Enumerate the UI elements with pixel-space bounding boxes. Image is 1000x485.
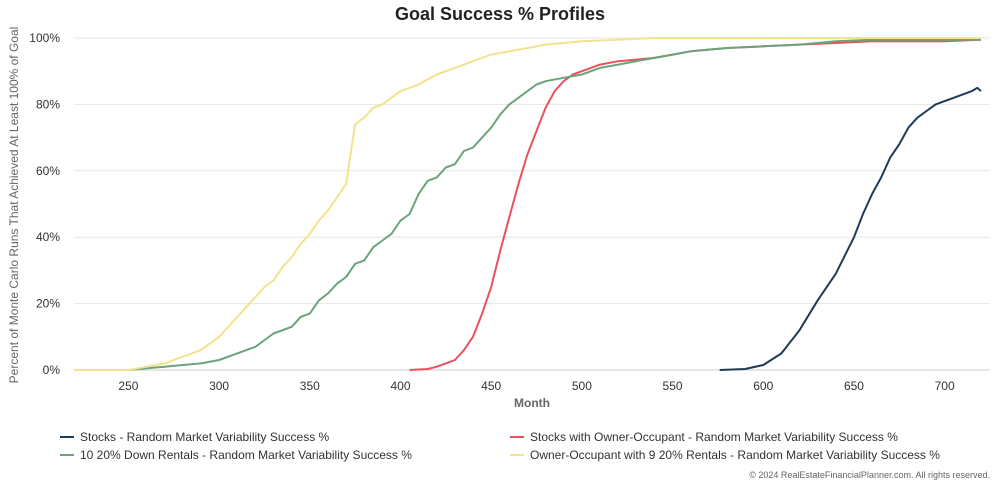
legend-label-stocks-owner-occupant: Stocks with Owner-Occupant - Random Mark… <box>530 430 898 444</box>
x-tick-label: 350 <box>300 379 320 393</box>
legend-swatch-owner-occupant-rentals <box>510 454 524 456</box>
legend-swatch-stocks <box>60 436 74 438</box>
x-tick-label: 250 <box>118 379 138 393</box>
y-axis-label: Percent of Monte Carlo Runs That Achieve… <box>7 27 21 384</box>
y-tick-label: 80% <box>36 97 60 111</box>
chart-title: Goal Success % Profiles <box>395 4 605 24</box>
legend-item-owner-occupant-rentals[interactable]: Owner-Occupant with 9 20% Rentals - Rand… <box>510 448 940 462</box>
y-tick-label: 60% <box>36 164 60 178</box>
grid-lines <box>74 37 990 371</box>
legend-swatch-stocks-owner-occupant <box>510 436 524 438</box>
copyright-notice: © 2024 RealEstateFinancialPlanner.com. A… <box>749 470 990 480</box>
legend-item-stocks[interactable]: Stocks - Random Market Variability Succe… <box>60 430 329 444</box>
y-tick-label: 40% <box>36 230 60 244</box>
y-tick-label: 0% <box>43 363 61 377</box>
legend-swatch-rentals <box>60 454 74 456</box>
legend-label-stocks: Stocks - Random Market Variability Succe… <box>80 430 330 444</box>
x-tick-label: 650 <box>844 379 864 393</box>
legend-item-stocks-owner-occupant[interactable]: Stocks with Owner-Occupant - Random Mark… <box>510 430 898 444</box>
y-tick-label: 100% <box>29 31 60 45</box>
x-axis-label: Month <box>514 396 550 410</box>
series-line-owner-occupant-rentals[interactable] <box>74 37 981 371</box>
series-line-rentals[interactable] <box>74 38 981 371</box>
legend-item-rentals[interactable]: 10 20% Down Rentals - Random Market Vari… <box>60 448 412 462</box>
tick-labels: 0% 20% 40% 60% 80% 100% 250 300 350 400 450 500 550 6… <box>29 31 955 393</box>
x-tick-label: 550 <box>663 379 683 393</box>
legend-label-owner-occupant-rentals: Owner-Occupant with 9 20% Rentals - Rand… <box>530 448 940 462</box>
x-tick-label: 700 <box>935 379 955 393</box>
legend-label-rentals: 10 20% Down Rentals - Random Market Vari… <box>80 448 412 462</box>
x-tick-label: 500 <box>572 379 592 393</box>
y-tick-label: 20% <box>36 297 60 311</box>
x-tick-label: 400 <box>390 379 410 393</box>
x-tick-label: 450 <box>481 379 501 393</box>
chart-legend: Stocks - Random Market Variability Succe… <box>0 428 1000 464</box>
x-tick-label: 300 <box>209 379 229 393</box>
series-line-stocks[interactable] <box>719 86 982 371</box>
series-lines <box>74 37 982 371</box>
x-tick-label: 600 <box>753 379 773 393</box>
line-chart: Goal Success % Profiles 0% 20% 40% 60% 80% 10… <box>7 4 990 410</box>
series-line-stocks-owner-occupant[interactable] <box>409 38 981 371</box>
